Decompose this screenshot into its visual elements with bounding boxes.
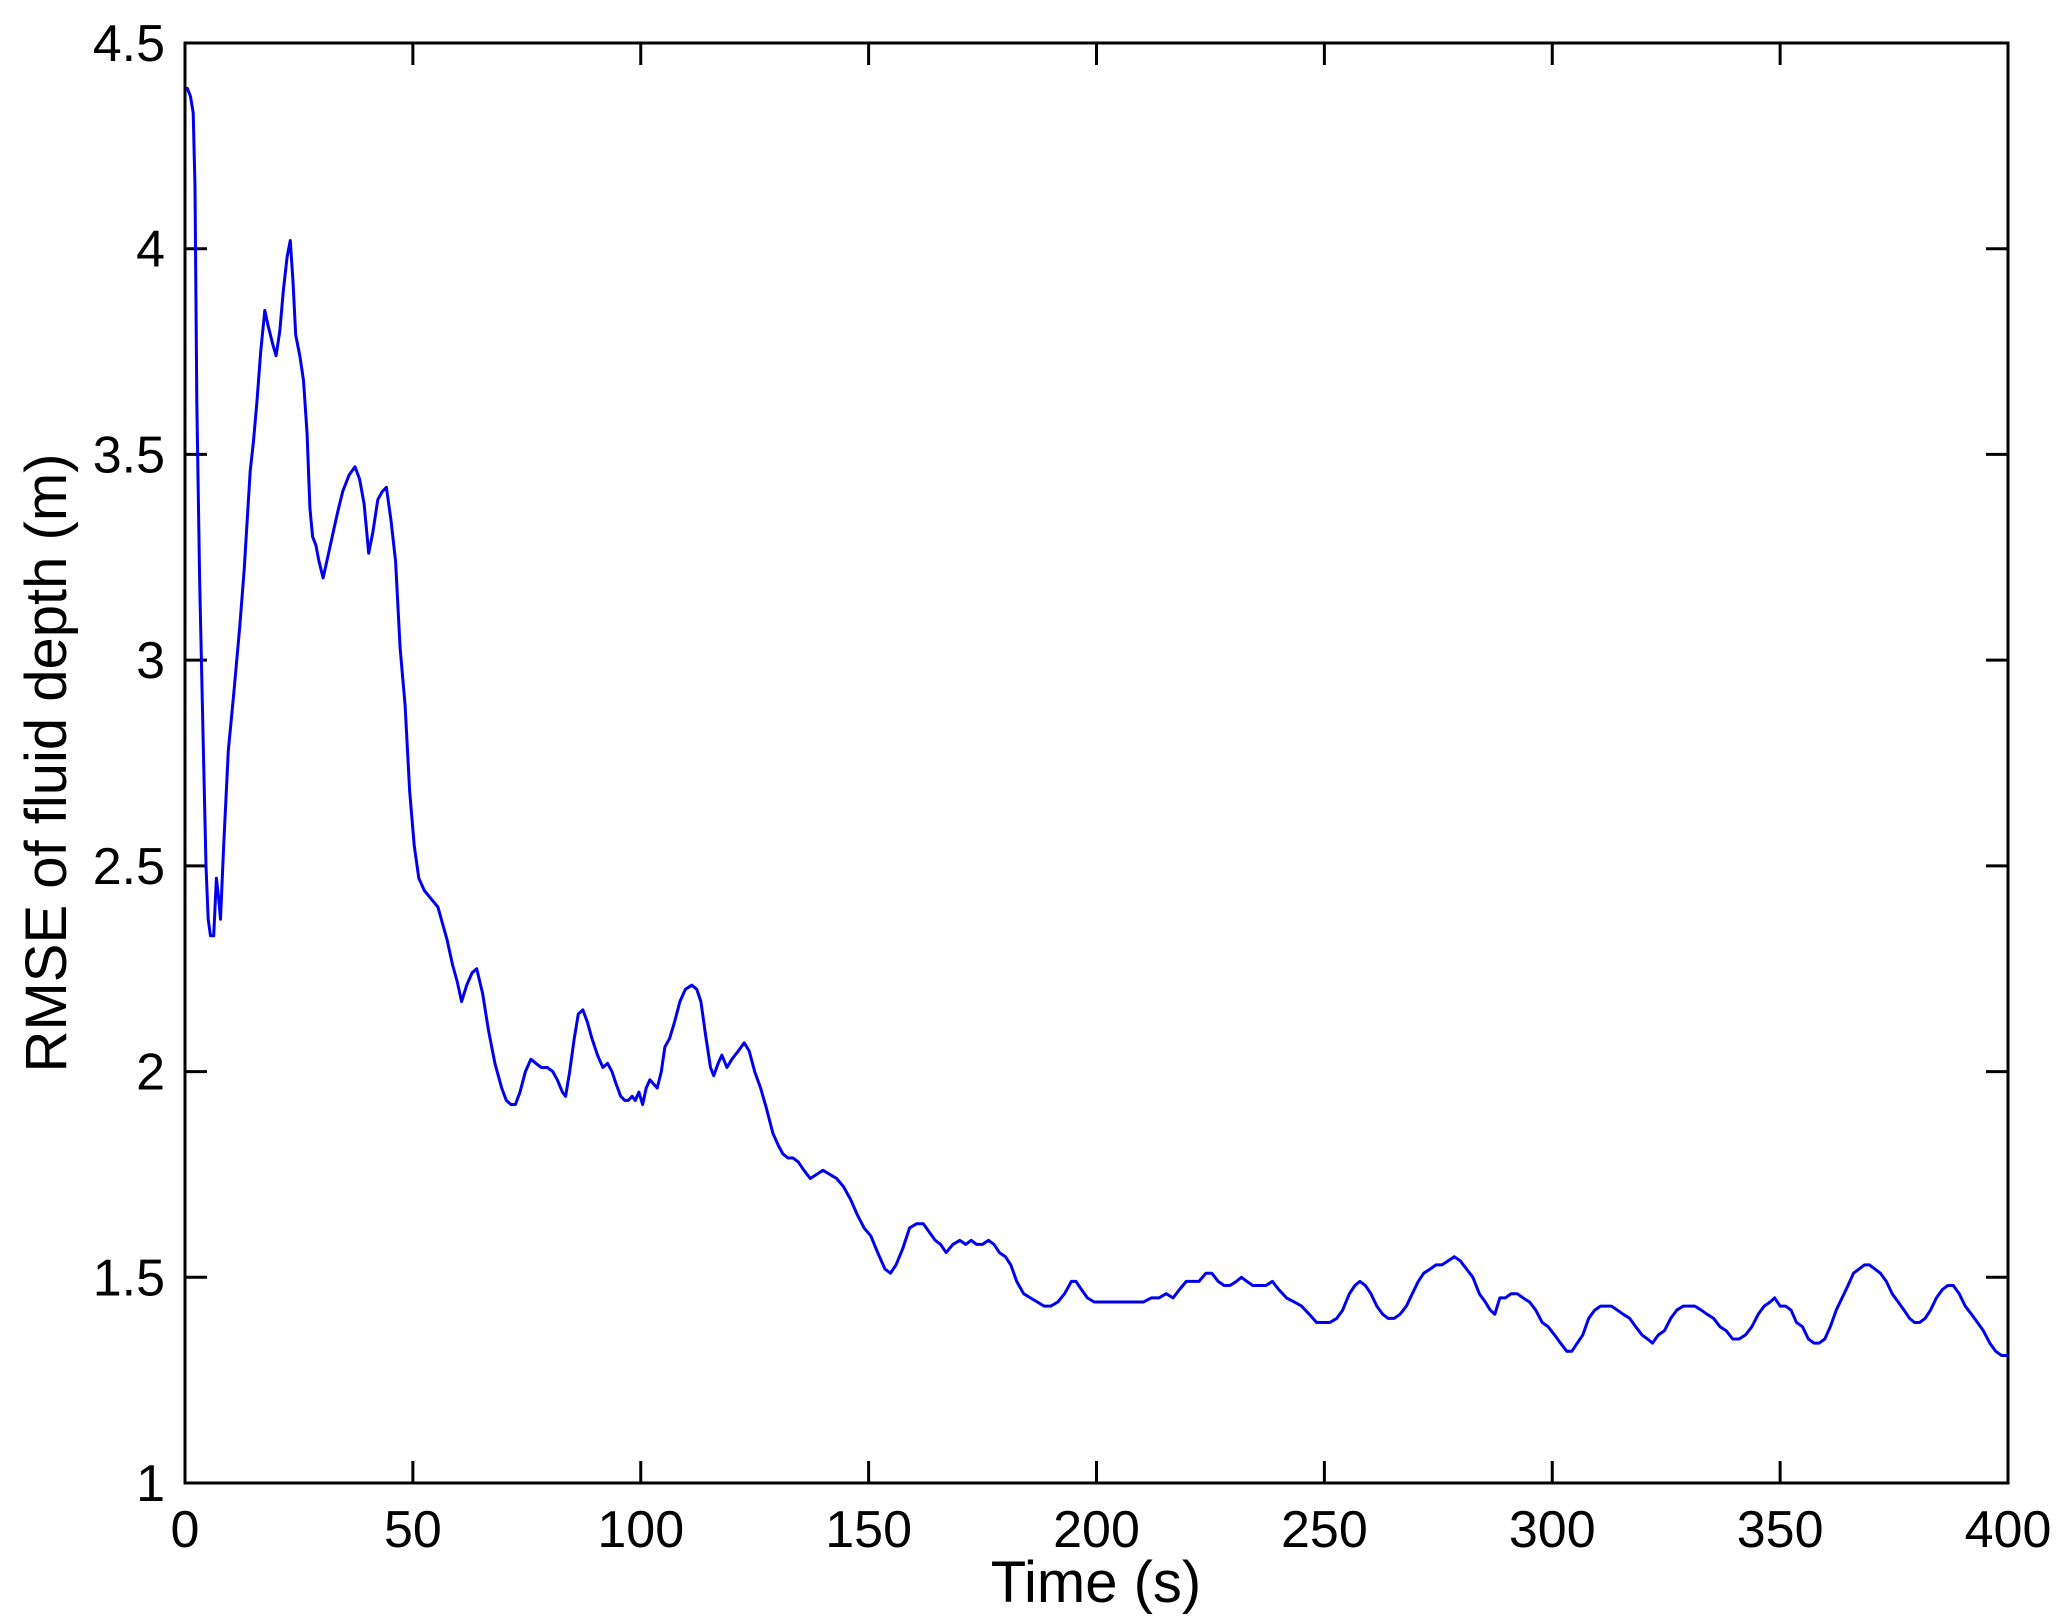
y-axis-label: RMSE of fluid depth (m) <box>14 454 79 1073</box>
x-tick-label: 200 <box>1053 1501 1140 1559</box>
x-tick-label: 100 <box>597 1501 684 1559</box>
plot-area-border <box>183 41 2010 1485</box>
axis-ticks <box>183 41 2010 1485</box>
y-tick-label: 3 <box>136 632 165 690</box>
y-tick-label: 4 <box>136 221 165 279</box>
y-tick-label: 3.5 <box>93 426 165 484</box>
x-tick-label: 400 <box>1965 1501 2052 1559</box>
x-tick-label: 150 <box>825 1501 912 1559</box>
series-line-rmse-of-fluid-depth <box>185 86 2009 1357</box>
tick-labels: 0 50 100 150 200 250 300 350 400 1 1.5 2 2.5 3 3.5 4 4.5 <box>93 15 2052 1559</box>
x-axis-label: Time (s) <box>991 1550 1201 1615</box>
x-tick-label: 0 <box>171 1501 200 1559</box>
y-tick-label: 1 <box>136 1455 165 1513</box>
y-tick-label: 4.5 <box>93 15 165 73</box>
series-group <box>185 86 2009 1357</box>
x-tick-label: 350 <box>1737 1501 1824 1559</box>
y-tick-label: 2.5 <box>93 838 165 896</box>
x-tick-label: 50 <box>384 1501 442 1559</box>
x-tick-label: 300 <box>1509 1501 1596 1559</box>
y-tick-label: 1.5 <box>93 1249 165 1307</box>
x-tick-label: 250 <box>1281 1501 1368 1559</box>
y-tick-label: 2 <box>136 1044 165 1102</box>
